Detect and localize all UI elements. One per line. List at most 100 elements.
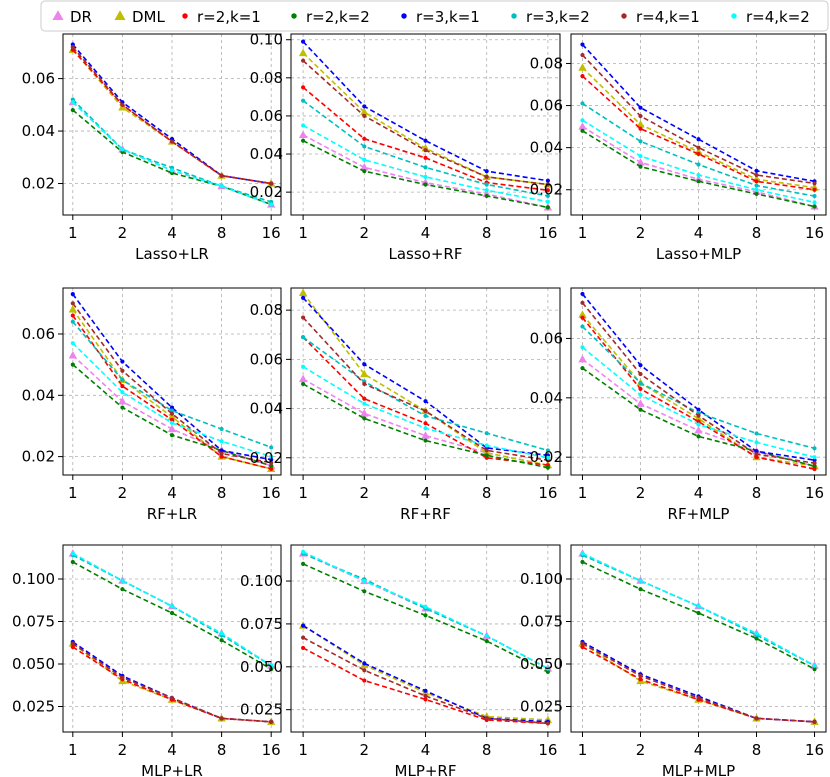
- series-r-2-k-2-point: [545, 465, 550, 470]
- series-r-2-k-1-point: [423, 155, 428, 160]
- x-tick-label: 16: [538, 484, 557, 502]
- series-r-3-k-2-point: [484, 182, 489, 187]
- series-r-3-k-1-point: [362, 661, 367, 666]
- series-r-2-k-1-point: [696, 419, 701, 424]
- series-r-4-k-2-point: [580, 345, 585, 350]
- legend-dml-marker: [114, 10, 126, 21]
- series-r-4-k-1-line: [581, 54, 815, 185]
- series-r-2-k-2-point: [580, 559, 585, 565]
- x-tick-label: 1: [578, 224, 588, 242]
- series-r-3-k-2-point: [754, 431, 759, 436]
- series-dml-point: [578, 310, 587, 318]
- legend-dr-marker: [52, 10, 64, 21]
- series-r-2-k-2-point: [423, 613, 428, 618]
- legend-frame: [40, 0, 829, 32]
- series-r-4-k-2-point: [362, 157, 367, 162]
- series-r-4-k-2-point: [545, 455, 550, 460]
- series-r-2-k-2-line: [582, 561, 815, 670]
- x-tick-label: 4: [421, 484, 431, 502]
- series-r-4-k-2-point: [696, 422, 701, 427]
- series-r-2-k-2-point: [580, 366, 585, 371]
- series-r-4-k-2-point: [484, 188, 489, 193]
- series-dml-line: [581, 67, 815, 189]
- series-r-4-k-1-point: [754, 716, 759, 721]
- legend-r-3-k-1-label: r=3,k=1: [416, 8, 480, 26]
- series-r-2-k-2-line: [72, 109, 272, 206]
- series-r-2-k-2-point: [696, 610, 701, 616]
- series-r-4-k-2-point: [269, 202, 274, 207]
- x-axis-label: Lasso+MLP: [656, 245, 741, 263]
- x-axis-label: RF+RF: [400, 505, 451, 523]
- series-dr-point: [482, 189, 491, 198]
- series-r-4-k-1-point: [484, 716, 489, 721]
- x-tick-label: 4: [694, 741, 704, 759]
- series-r-4-k-1-point: [70, 641, 75, 646]
- x-tick-label: 16: [805, 224, 824, 242]
- series-r-3-k-2-point: [545, 448, 550, 453]
- series-r-3-k-2-point: [696, 162, 701, 167]
- series-r-4-k-1-point: [696, 695, 701, 701]
- series-r-3-k-1-point: [484, 169, 489, 174]
- series-r-3-k-1-point: [169, 405, 175, 410]
- series-r-4-k-2-point: [301, 549, 306, 554]
- series-dr-point: [636, 157, 645, 166]
- series-r-4-k-2-point: [812, 200, 817, 205]
- y-tick-label: 0.04: [530, 139, 563, 157]
- series-r-2-k-2-point: [269, 667, 274, 672]
- series-r-3-k-1-point: [362, 362, 367, 367]
- series-r-4-k-2-point: [120, 578, 125, 583]
- x-tick-label: 4: [421, 741, 431, 759]
- series-r-2-k-1-point: [812, 187, 817, 192]
- series-r-3-k-2-point: [423, 413, 428, 419]
- y-tick-label: 0.100: [12, 570, 55, 588]
- series-dml-line: [302, 292, 549, 466]
- series-r-4-k-2-point: [638, 578, 643, 583]
- series-r-2-k-2-point: [754, 636, 759, 641]
- series-r-2-k-2-point: [484, 193, 489, 199]
- series-r-4-k-2-point: [362, 401, 367, 406]
- series-r-2-k-1-point: [362, 396, 367, 401]
- y-tick-label: 0.08: [530, 54, 563, 72]
- x-tick-label: 4: [167, 741, 177, 759]
- series-dml-point: [167, 412, 177, 420]
- series-dr-point: [578, 122, 587, 130]
- panel-rf-mlp: 1 2 4 8 16 0.02 0.04 0.06 RF+MLP: [530, 287, 827, 523]
- series-r-2-k-1-point: [70, 644, 75, 650]
- legend-r-4-k-1-label: r=4,k=1: [636, 8, 700, 26]
- series-r-4-k-1-point: [362, 113, 367, 119]
- series-r-4-k-2-point: [301, 364, 306, 369]
- x-tick-label: 4: [167, 224, 177, 242]
- y-tick-label: 0.100: [240, 572, 283, 590]
- x-tick-label: 1: [578, 484, 588, 502]
- series-r-4-k-1-point: [219, 173, 224, 178]
- series-r-2-k-1-line: [72, 49, 272, 185]
- series-r-2-k-2-point: [696, 179, 701, 184]
- series-r-2-k-2-point: [484, 638, 489, 644]
- series-r-4-k-2-point: [423, 174, 428, 179]
- series-dr-line: [72, 101, 272, 206]
- series-dr-point: [421, 431, 430, 439]
- y-tick-label: 0.06: [530, 97, 563, 115]
- series-r-4-k-2-point: [696, 172, 701, 178]
- series-dml-point: [298, 288, 308, 297]
- series-r-4-k-1-point: [362, 381, 367, 387]
- x-tick-label: 16: [262, 224, 281, 242]
- series-r-4-k-1-point: [120, 675, 125, 680]
- x-tick-label: 2: [118, 741, 128, 759]
- y-tick-label: 0.025: [240, 701, 283, 719]
- series-dml-line: [72, 49, 272, 185]
- x-tick-label: 8: [217, 484, 227, 502]
- y-tick-label: 0.02: [22, 175, 55, 193]
- x-tick-label: 1: [68, 224, 78, 242]
- series-r-4-k-1-point: [169, 139, 175, 144]
- series-r-4-k-1-point: [301, 58, 306, 63]
- series-r-3-k-1-line: [72, 293, 272, 461]
- y-tick-label: 0.04: [22, 122, 55, 140]
- series-r-4-k-2-point: [120, 147, 125, 152]
- panel-lasso-mlp: 1 2 4 8 16 0.02 0.04 0.06 0.08 Lasso+MLP: [530, 33, 827, 263]
- series-r-4-k-1-point: [269, 181, 274, 186]
- series-r-2-k-1-point: [580, 644, 585, 650]
- series-r-2-k-2-point: [423, 182, 428, 187]
- series-r-2-k-1-point: [638, 677, 643, 682]
